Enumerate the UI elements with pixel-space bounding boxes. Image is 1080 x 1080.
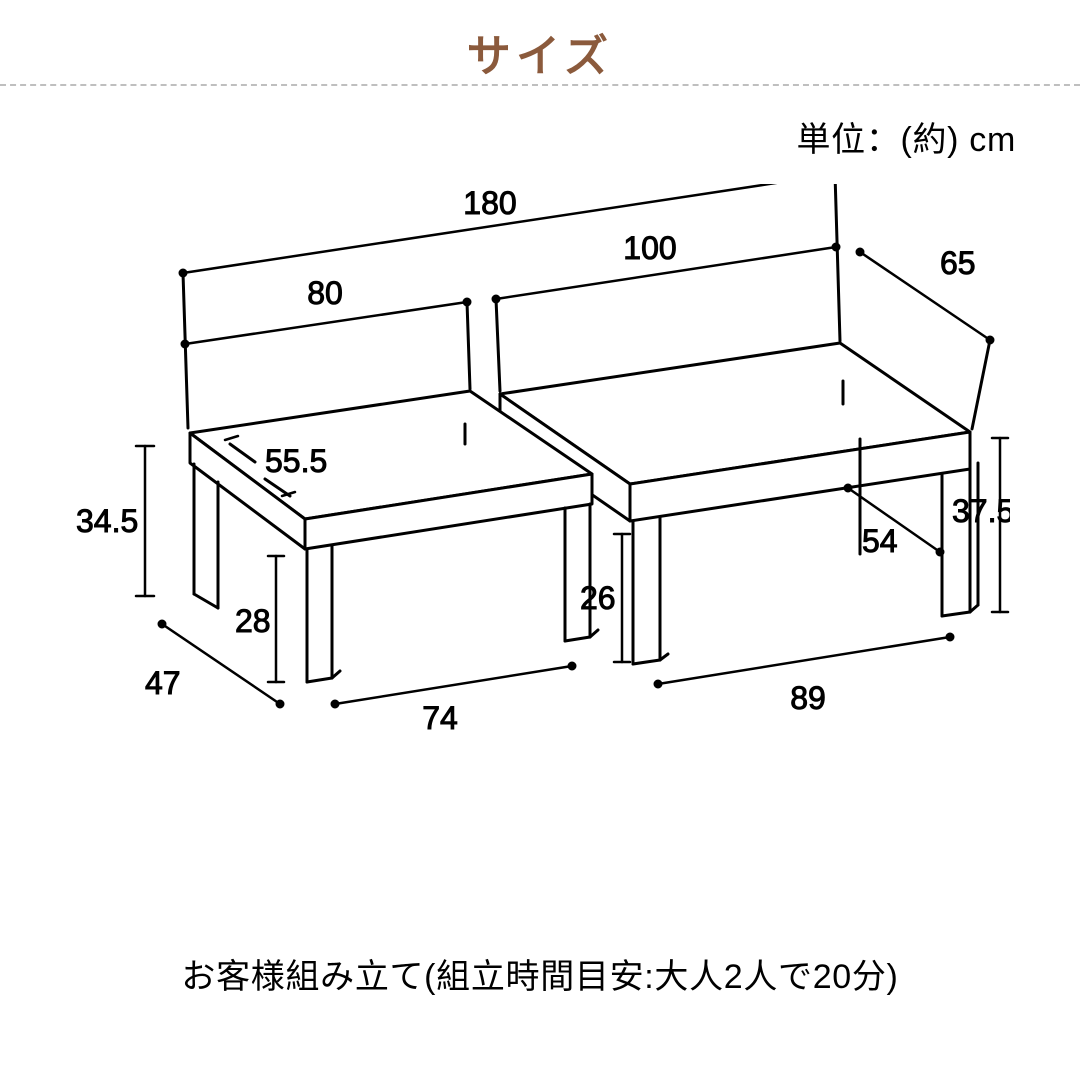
dim-left-depth-inner: 55.5	[265, 443, 327, 479]
dim-right-height: 37.5	[952, 493, 1010, 529]
dim-mid-inner-height: 26	[580, 580, 616, 616]
assembly-note-text: お客様組み立て(組立時間目安:大人2人で20分)	[181, 958, 898, 996]
unit-label: 単位：(約) cm	[796, 112, 1016, 161]
dim-left-inner-span: 74	[422, 700, 458, 736]
dim-left-inner-height: 28	[235, 603, 271, 639]
assembly-note: お客様組み立て(組立時間目安:大人2人で20分)	[0, 949, 1080, 998]
diagram-svg: 180 80 100 65 55.5	[70, 184, 1010, 824]
dimension-diagram: 180 80 100 65 55.5	[70, 184, 1010, 824]
dim-right-depth: 65	[940, 245, 976, 281]
dim-left-width: 80	[307, 275, 343, 311]
dim-total-width: 180	[463, 185, 516, 221]
dim-left-depth-floor: 47	[145, 665, 181, 701]
divider	[0, 84, 1080, 86]
dim-left-height: 34.5	[76, 503, 138, 539]
dim-right-inner-depth: 54	[862, 523, 898, 559]
page-title: サイズ	[0, 20, 1080, 84]
title-text: サイズ	[467, 32, 614, 81]
unit-label-text: 単位：(約) cm	[796, 121, 1016, 159]
dim-right-width: 100	[623, 230, 676, 266]
dim-right-inner-span: 89	[790, 680, 826, 716]
